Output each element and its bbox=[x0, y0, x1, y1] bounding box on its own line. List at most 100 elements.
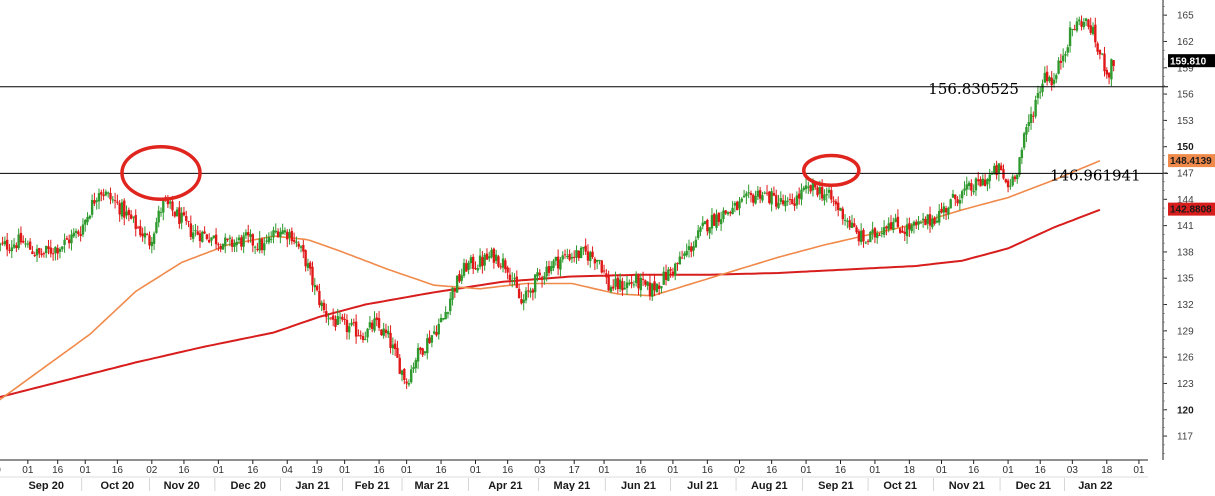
candle-body bbox=[710, 215, 714, 229]
candle-body bbox=[701, 222, 704, 227]
candle-body bbox=[944, 208, 948, 213]
candle-body bbox=[871, 229, 874, 233]
candle-body bbox=[272, 230, 275, 238]
candle-body bbox=[694, 239, 698, 248]
candle-body bbox=[432, 331, 436, 334]
candle-body bbox=[203, 231, 206, 234]
x-tick-label: 01 bbox=[667, 465, 679, 476]
candle-body bbox=[476, 268, 479, 271]
candle-body bbox=[958, 200, 962, 204]
candle-body bbox=[81, 224, 85, 235]
y-tick-label: 153 bbox=[1177, 116, 1194, 127]
candle-body bbox=[1075, 21, 1079, 31]
candle-body bbox=[738, 201, 741, 209]
candle-body bbox=[740, 198, 743, 202]
candle-body bbox=[0, 244, 2, 246]
candle-body bbox=[366, 328, 369, 338]
candle-body bbox=[1009, 185, 1012, 187]
candle-body bbox=[536, 272, 539, 277]
candle-body bbox=[612, 286, 615, 289]
candle-body bbox=[325, 311, 328, 318]
candle-body bbox=[207, 239, 211, 243]
candle-body bbox=[963, 188, 966, 191]
price-badge-bg bbox=[1168, 154, 1215, 168]
candle-body bbox=[42, 253, 46, 255]
candle-body bbox=[54, 246, 57, 254]
candle-body bbox=[387, 330, 390, 335]
candle-body bbox=[175, 209, 179, 217]
candle-body bbox=[850, 222, 854, 229]
x-tick-label: 02 bbox=[734, 465, 746, 476]
month-label: Mar 21 bbox=[414, 480, 449, 491]
candle-body bbox=[827, 189, 831, 193]
candle-body bbox=[1013, 176, 1017, 180]
candle-body bbox=[439, 317, 443, 323]
candle-body bbox=[93, 200, 96, 204]
candle-body bbox=[15, 245, 18, 249]
candle-body bbox=[733, 203, 737, 206]
candle-body bbox=[981, 178, 985, 186]
candle-body bbox=[1025, 127, 1028, 135]
x-tick-label: 16 bbox=[766, 465, 778, 476]
candle-body bbox=[1018, 157, 1021, 175]
candle-body bbox=[533, 274, 537, 293]
candle-body bbox=[182, 212, 186, 216]
candle-body bbox=[320, 302, 323, 307]
candle-body bbox=[506, 267, 509, 273]
candle-body bbox=[1052, 79, 1056, 84]
candle-body bbox=[676, 262, 679, 264]
candle-body bbox=[538, 272, 541, 276]
candle-body bbox=[993, 165, 996, 174]
candle-body bbox=[226, 238, 229, 241]
candle-body bbox=[341, 316, 344, 320]
candle-body bbox=[63, 239, 66, 245]
candle-body bbox=[435, 331, 438, 336]
x-tick-label: 16 bbox=[835, 465, 847, 476]
candle-body bbox=[155, 222, 158, 233]
candle-body bbox=[269, 238, 273, 240]
candle-body bbox=[256, 248, 259, 250]
candle-body bbox=[56, 248, 59, 254]
price-badge-label: 148.4139 bbox=[1170, 156, 1212, 167]
candle-body bbox=[862, 229, 865, 242]
candle-body bbox=[111, 199, 114, 201]
candle-body bbox=[825, 194, 828, 196]
candle-body bbox=[357, 335, 360, 337]
candle-body bbox=[703, 221, 707, 225]
horizontal-levels: 156.830525 146.961941 bbox=[0, 80, 1168, 184]
candle-body bbox=[309, 262, 312, 269]
candle-body bbox=[3, 241, 7, 245]
candle-body bbox=[38, 248, 41, 254]
candle-body bbox=[664, 272, 668, 280]
month-label: Oct 21 bbox=[883, 480, 917, 491]
candle-body bbox=[582, 247, 585, 249]
y-tick-label: 135 bbox=[1177, 274, 1194, 285]
candle-body bbox=[972, 190, 975, 193]
candle-body bbox=[460, 275, 463, 281]
candle-body bbox=[348, 326, 351, 333]
x-tick-label: 03 bbox=[534, 465, 546, 476]
month-label: Jun 21 bbox=[621, 480, 656, 491]
candle-body bbox=[1082, 21, 1086, 28]
x-tick-label: 16 bbox=[435, 465, 447, 476]
candle-body bbox=[795, 195, 799, 206]
candle-body bbox=[1048, 76, 1051, 82]
month-label: Feb 21 bbox=[355, 480, 390, 491]
candle-body bbox=[173, 211, 176, 217]
candle-body bbox=[201, 231, 204, 243]
candle-body bbox=[403, 368, 406, 380]
candle-body bbox=[253, 246, 257, 248]
candle-body bbox=[685, 250, 688, 256]
candle-body bbox=[449, 298, 452, 312]
candle-body bbox=[146, 234, 149, 236]
price-badge-label: 142.8808 bbox=[1170, 205, 1212, 216]
candle-body bbox=[517, 288, 521, 299]
candle-body bbox=[129, 214, 133, 219]
candle-body bbox=[605, 273, 608, 278]
candle-body bbox=[793, 203, 796, 206]
candle-body bbox=[205, 234, 209, 239]
candle-body bbox=[726, 212, 730, 215]
candle-body bbox=[311, 266, 314, 286]
candle-body bbox=[651, 283, 654, 297]
candle-body bbox=[680, 257, 684, 259]
